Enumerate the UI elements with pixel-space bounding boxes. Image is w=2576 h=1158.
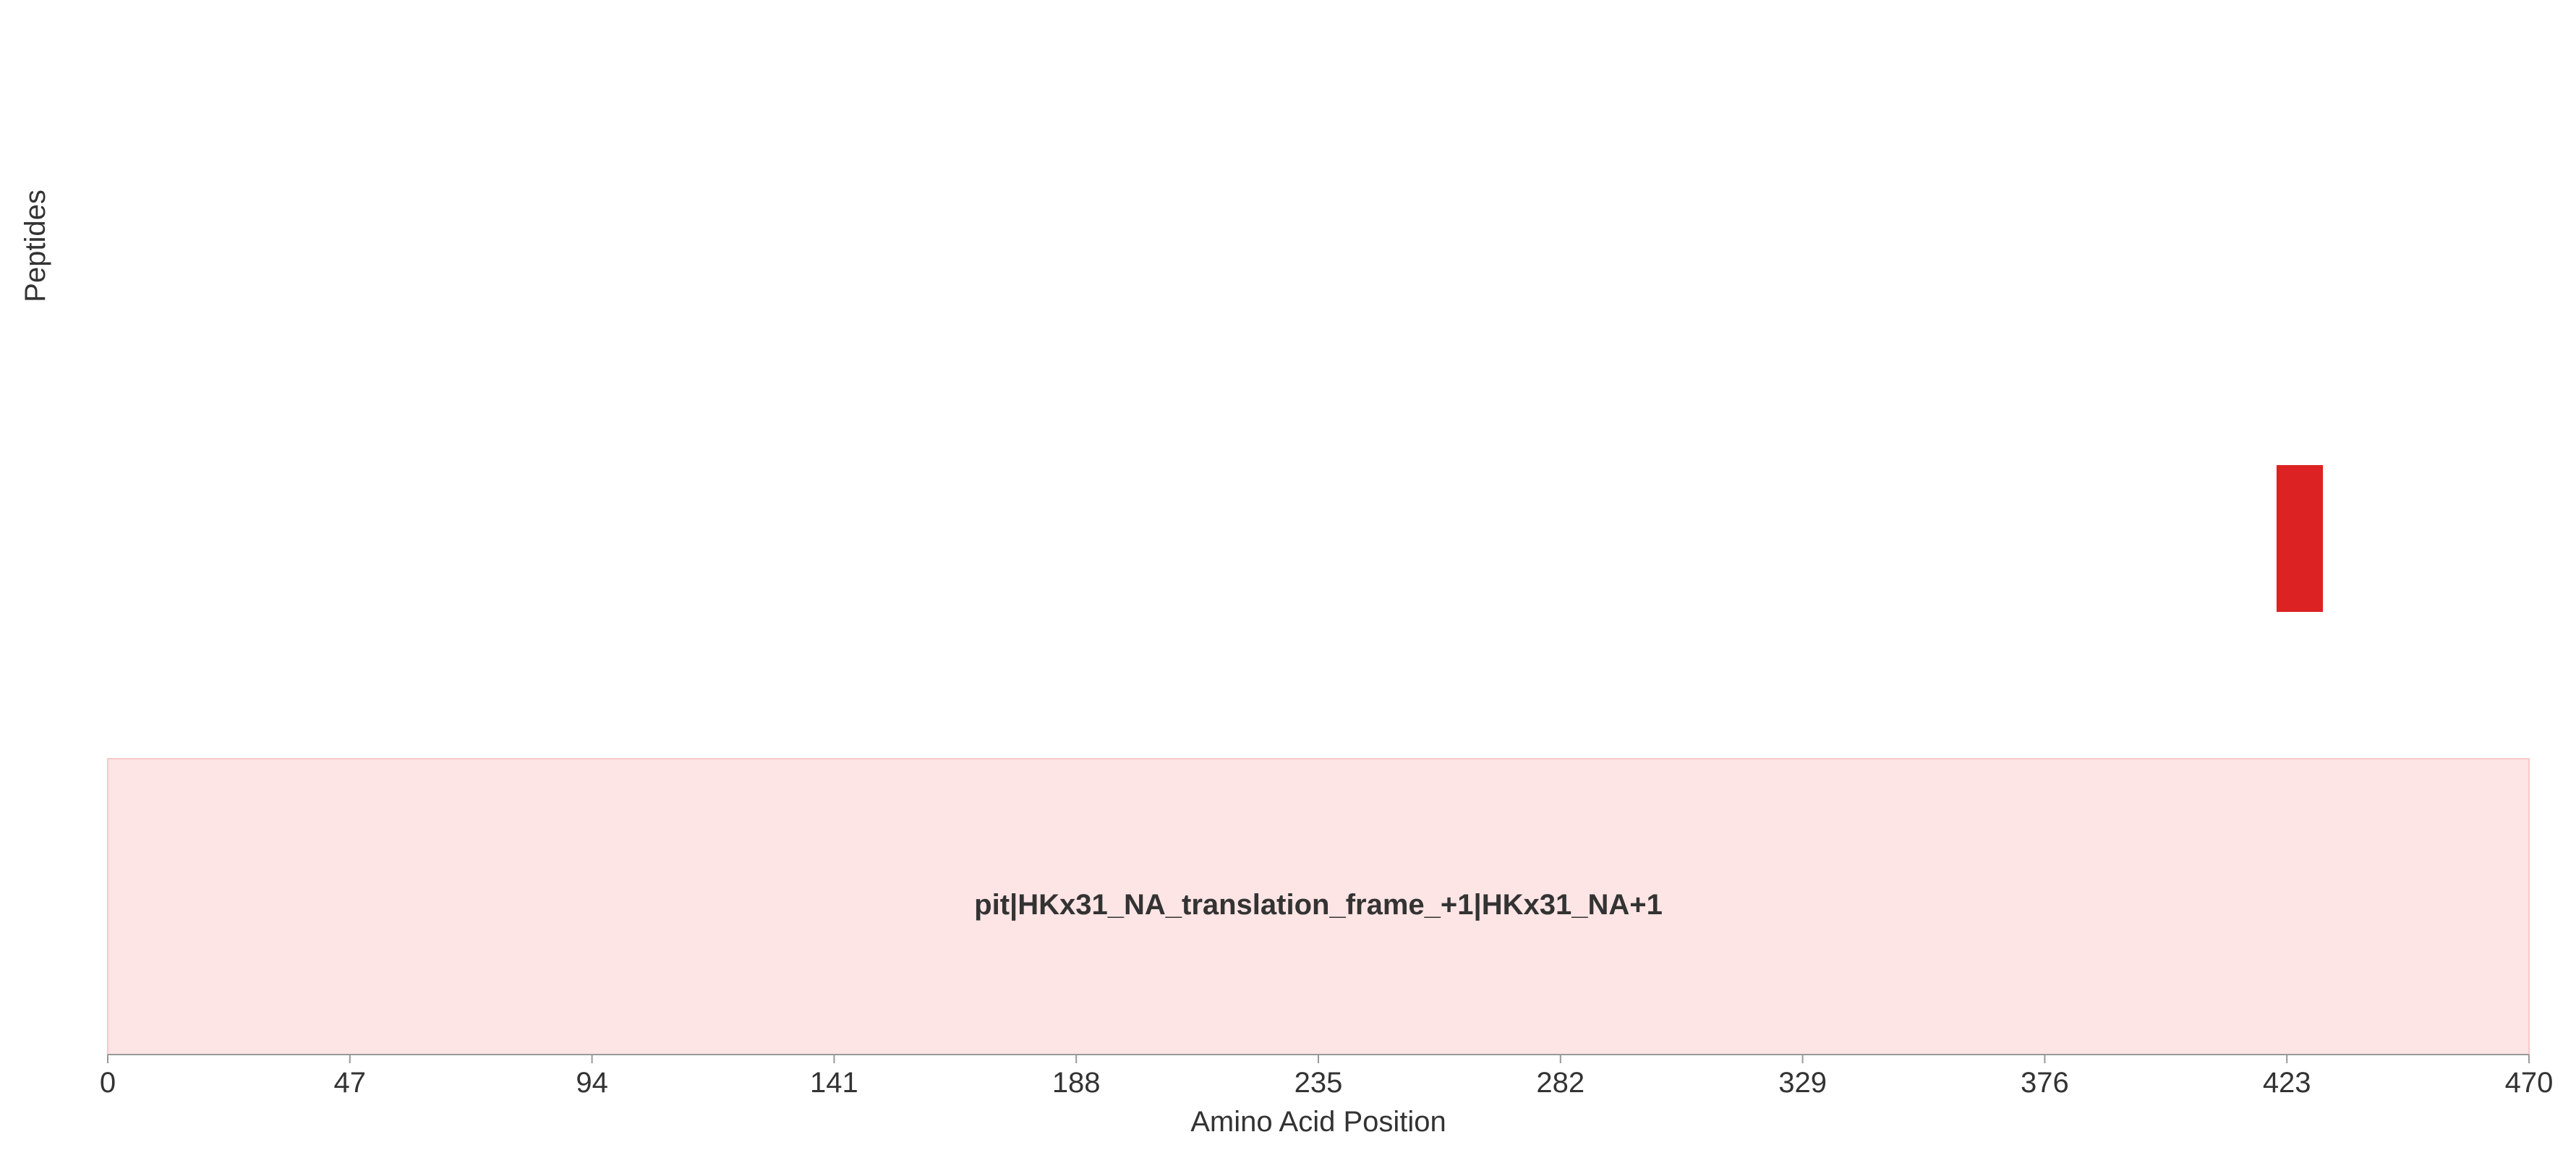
protein-label: pit|HKx31_NA_translation_frame_+1|HKx31_… [974, 889, 1663, 921]
x-axis-title: Amino Acid Position [1190, 1106, 1446, 1138]
x-tick-label: 141 [810, 1067, 858, 1099]
x-tick-label: 376 [2021, 1067, 2069, 1099]
x-tick-label: 329 [1778, 1067, 1827, 1099]
peptide-track [2276, 465, 2324, 612]
protein-bar [107, 758, 2530, 1055]
x-tick-label: 235 [1295, 1067, 1343, 1099]
x-tick-label: 0 [100, 1067, 116, 1099]
protein-track [107, 758, 2530, 1055]
x-tick-label: 282 [1536, 1067, 1585, 1099]
y-axis-title: Peptides [20, 190, 51, 302]
x-tick-label: 470 [2505, 1067, 2554, 1099]
x-tick-label: 423 [2263, 1067, 2311, 1099]
x-tick-label: 47 [334, 1067, 367, 1099]
peptide-bar [2276, 465, 2324, 612]
x-axis: 0 47 94 141 188 235 282 329 376 423 470 [100, 1054, 2554, 1099]
x-tick-label: 94 [576, 1067, 608, 1099]
x-tick-label: 188 [1052, 1067, 1101, 1099]
